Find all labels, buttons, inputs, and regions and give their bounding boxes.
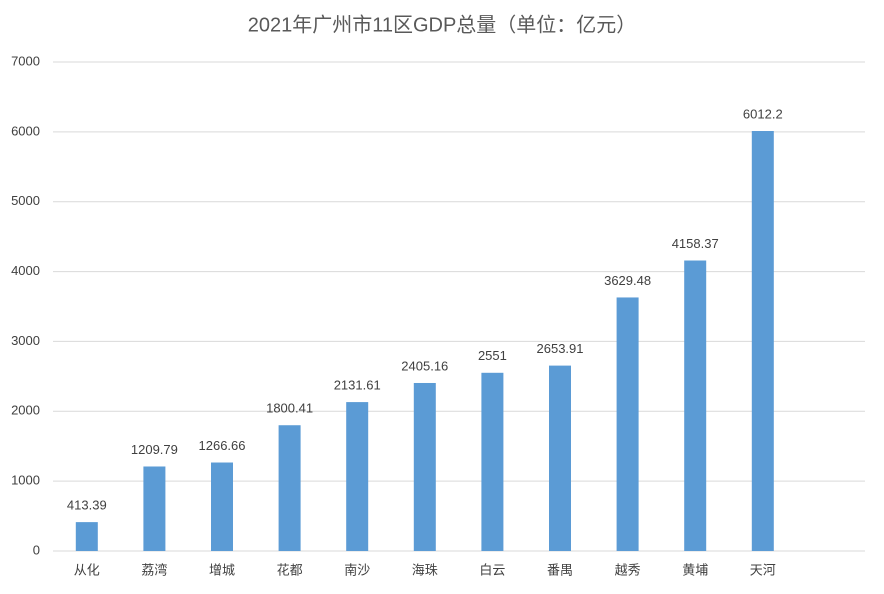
data-label: 6012.2 bbox=[743, 106, 783, 121]
bar bbox=[616, 297, 639, 551]
y-tick-label: 2000 bbox=[11, 403, 40, 418]
y-tick-label: 0 bbox=[33, 542, 40, 557]
y-tick-label: 7000 bbox=[11, 53, 40, 68]
data-label: 2405.16 bbox=[401, 358, 448, 373]
bar bbox=[346, 402, 369, 551]
x-tick-label: 南沙 bbox=[344, 562, 370, 577]
data-label: 1800.41 bbox=[266, 401, 313, 416]
x-tick-label: 黄埔 bbox=[682, 562, 708, 577]
y-tick-label: 5000 bbox=[11, 193, 40, 208]
x-tick-label: 海珠 bbox=[412, 562, 438, 577]
bar bbox=[751, 131, 774, 551]
x-tick-label: 花都 bbox=[277, 562, 303, 577]
bar bbox=[75, 522, 98, 551]
y-tick-label: 3000 bbox=[11, 333, 40, 348]
bar bbox=[278, 425, 301, 551]
data-label: 3629.48 bbox=[604, 273, 651, 288]
x-tick-label: 白云 bbox=[479, 562, 505, 577]
bar bbox=[143, 466, 166, 551]
bar bbox=[481, 372, 504, 551]
y-tick-label: 1000 bbox=[11, 473, 40, 488]
data-label: 1266.66 bbox=[199, 438, 246, 453]
data-label: 2653.91 bbox=[537, 341, 584, 356]
x-tick-label: 天河 bbox=[750, 562, 776, 577]
x-tick-label: 番禺 bbox=[547, 562, 573, 577]
data-label: 413.39 bbox=[67, 498, 107, 513]
bar bbox=[211, 462, 233, 551]
x-tick-label: 越秀 bbox=[615, 562, 641, 577]
bar bbox=[684, 260, 707, 551]
data-label: 1209.79 bbox=[131, 442, 178, 457]
y-tick-label: 4000 bbox=[11, 263, 40, 278]
y-tick-label: 6000 bbox=[11, 123, 40, 138]
data-label: 2551 bbox=[478, 348, 507, 363]
chart-title: 2021年广州市11区GDP总量（单位：亿元） bbox=[248, 13, 637, 36]
x-tick-label: 增城 bbox=[209, 562, 235, 577]
x-tick-label: 荔湾 bbox=[141, 562, 167, 577]
data-label: 4158.37 bbox=[672, 236, 719, 251]
bar bbox=[549, 365, 571, 551]
bar bbox=[413, 382, 436, 551]
data-label: 2131.61 bbox=[334, 378, 381, 393]
x-tick-label: 从化 bbox=[74, 562, 100, 577]
